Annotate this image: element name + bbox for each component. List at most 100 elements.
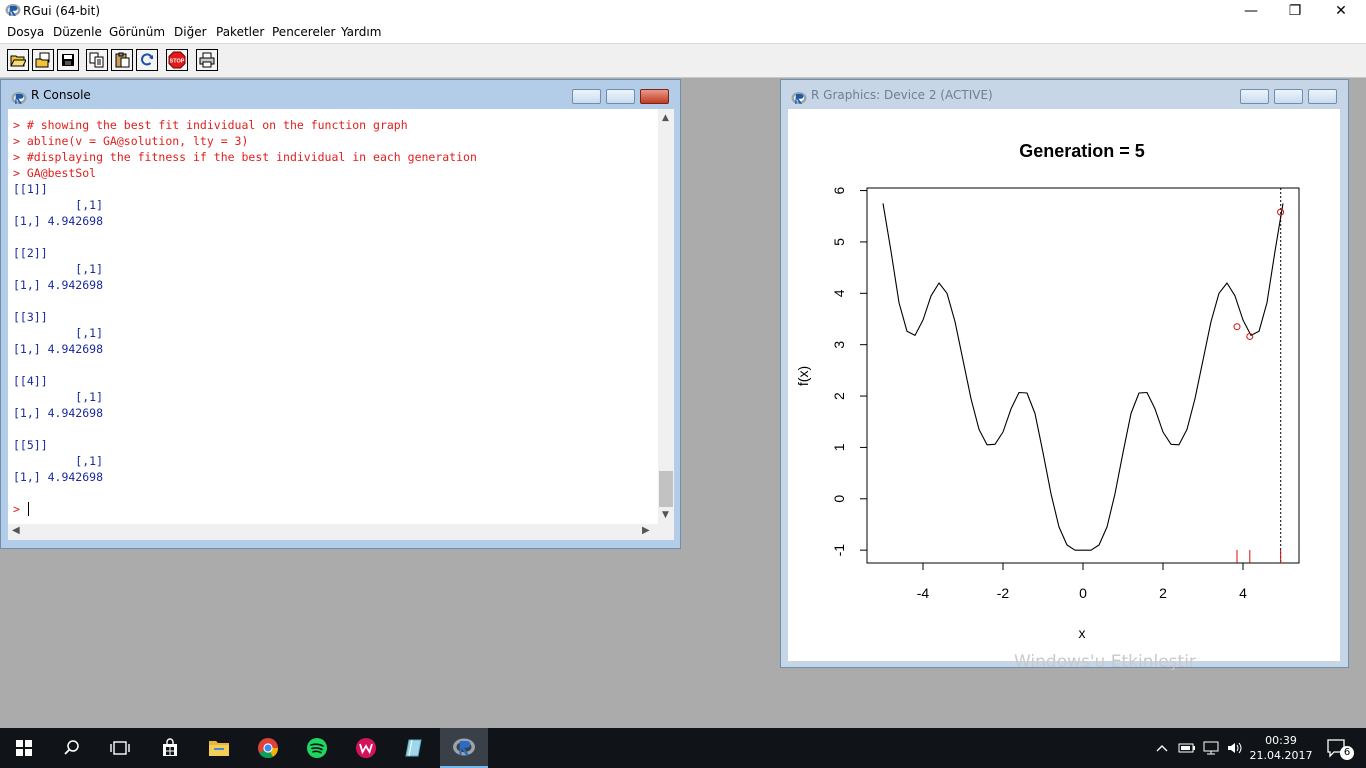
console-line: [[4]] <box>13 374 48 388</box>
load-workspace-button[interactable] <box>32 49 54 71</box>
console-vertical-scrollbar[interactable]: ▲ ▼ <box>658 109 674 524</box>
activation-watermark: Windows'u Etkinleştir <box>1014 652 1196 672</box>
console-maximize-button[interactable] <box>606 89 635 104</box>
print-button[interactable] <box>196 49 218 71</box>
graphics-minimize-button[interactable] <box>1240 89 1269 104</box>
print-icon <box>199 52 215 68</box>
menu-bar: Dosya Düzenle Görünüm Diğer Paketler Pen… <box>0 22 1366 43</box>
paste-icon <box>115 52 130 68</box>
scroll-thumb[interactable] <box>659 471 673 507</box>
refresh-icon <box>141 53 153 66</box>
app-titlebar: RGui (64-bit) — ❐ ✕ <box>0 0 1366 22</box>
population-point <box>1246 332 1254 340</box>
console-line: [1,] 4.942698 <box>13 342 104 356</box>
task-view-icon <box>110 741 130 755</box>
chart-title: Generation = 5 <box>1019 141 1145 161</box>
store-button[interactable] <box>146 728 194 768</box>
r-logo-icon <box>11 92 27 104</box>
copy-paste-button[interactable] <box>136 49 158 71</box>
menu-paketler[interactable]: Paketler <box>216 25 265 39</box>
console-horizontal-scrollbar[interactable]: ◀ ▶ <box>8 524 658 540</box>
task-view-button[interactable] <box>96 728 144 768</box>
graphics-title: R Graphics: Device 2 (ACTIVE) <box>811 88 993 102</box>
text-cursor <box>28 502 29 516</box>
menu-dosya[interactable]: Dosya <box>7 25 45 39</box>
console-line: > # showing the best fit individual on t… <box>13 118 408 132</box>
console-line: [1,] 4.942698 <box>13 406 104 420</box>
close-button[interactable]: ✕ <box>1335 3 1347 19</box>
r-logo-icon <box>791 92 807 104</box>
clock-time: 00:39 <box>1265 734 1297 747</box>
function-curve <box>882 203 1284 551</box>
minimize-button[interactable]: — <box>1244 3 1258 19</box>
graphics-maximize-button[interactable] <box>1274 89 1303 104</box>
console-line: [,1] <box>13 454 104 468</box>
app-w-button[interactable] <box>342 728 390 768</box>
population-point <box>1233 323 1241 331</box>
x-tick-label: 0 <box>1079 585 1087 601</box>
spotify-button[interactable] <box>293 728 341 768</box>
console-line: [[3]] <box>13 310 48 324</box>
console-line: [,1] <box>13 198 104 212</box>
paste-button[interactable] <box>111 49 133 71</box>
restore-button[interactable]: ❐ <box>1288 3 1302 19</box>
menu-yardim[interactable]: Yardım <box>341 25 382 39</box>
clock[interactable]: 00:39 21.04.2017 <box>1248 728 1314 768</box>
console-line: > abline(v = GA@solution, lty = 3) <box>13 134 249 148</box>
open-script-button[interactable] <box>7 49 29 71</box>
graphics-close-button[interactable] <box>1308 89 1337 104</box>
stop-icon: STOP <box>168 51 186 69</box>
open-folder-icon <box>10 55 26 67</box>
app-book-icon <box>405 739 422 757</box>
volume-icon[interactable] <box>1224 728 1246 768</box>
battery-icon[interactable] <box>1176 728 1198 768</box>
save-button[interactable] <box>57 49 79 71</box>
console-minimize-button[interactable] <box>572 89 601 104</box>
console-title: R Console <box>31 88 91 102</box>
console-line: [[2]] <box>13 246 48 260</box>
x-tick-label: -4 <box>917 585 930 601</box>
r-logo-icon <box>5 4 21 16</box>
tray-chevron-up-icon[interactable] <box>1152 728 1172 768</box>
action-center-button[interactable]: 6 <box>1318 728 1358 768</box>
y-tick-label: 3 <box>831 341 847 349</box>
console-line: [[5]] <box>13 438 48 452</box>
menu-diger[interactable]: Diğer <box>174 25 207 39</box>
menu-gorunum[interactable]: Görünüm <box>109 25 166 39</box>
menu-duzenle[interactable]: Düzenle <box>53 25 102 39</box>
copy-button[interactable] <box>86 49 108 71</box>
population-point <box>1277 208 1285 216</box>
app-title: RGui (64-bit) <box>23 4 101 18</box>
stop-button[interactable]: STOP <box>166 49 188 71</box>
chrome-button[interactable] <box>244 728 292 768</box>
y-tick-label: -1 <box>831 544 847 557</box>
function-plot: Generation = 5 -4 -2 0 2 4 -1 0 1 2 3 4 5 6 x f(x) <box>795 141 1300 641</box>
y-tick-label: 4 <box>831 289 847 297</box>
scroll-right-icon[interactable]: ▶ <box>642 525 650 536</box>
scroll-up-icon[interactable]: ▲ <box>662 113 669 123</box>
app-book-button[interactable] <box>391 728 439 768</box>
menu-pencereler[interactable]: Pencereler <box>272 25 336 39</box>
spotify-icon <box>307 738 327 758</box>
taskbar: 00:39 21.04.2017 6 <box>0 728 1366 768</box>
graphics-canvas: Generation = 5 -4 -2 0 2 4 -1 0 1 2 3 4 5 6 x f(x) <box>788 109 1340 661</box>
r-taskbar-button[interactable] <box>440 728 488 768</box>
search-button[interactable] <box>48 728 96 768</box>
y-tick-label: 5 <box>831 238 847 246</box>
scroll-left-icon[interactable]: ◀ <box>12 525 20 536</box>
notification-badge: 6 <box>1340 746 1354 760</box>
network-icon[interactable] <box>1200 728 1222 768</box>
scroll-down-icon[interactable]: ▼ <box>662 510 669 520</box>
y-tick-label: 2 <box>831 392 847 400</box>
file-explorer-button[interactable] <box>195 728 243 768</box>
start-button[interactable] <box>0 728 48 768</box>
store-icon <box>163 738 177 756</box>
console-line: [1,] 4.942698 <box>13 470 104 484</box>
console-close-button[interactable] <box>640 89 669 104</box>
console-output[interactable]: > # showing the best fit individual on t… <box>8 109 658 524</box>
chrome-icon <box>258 738 279 759</box>
x-axis-label: x <box>1079 625 1086 641</box>
console-line: [,1] <box>13 326 104 340</box>
y-tick-label: 0 <box>831 495 847 503</box>
search-icon <box>64 740 79 755</box>
